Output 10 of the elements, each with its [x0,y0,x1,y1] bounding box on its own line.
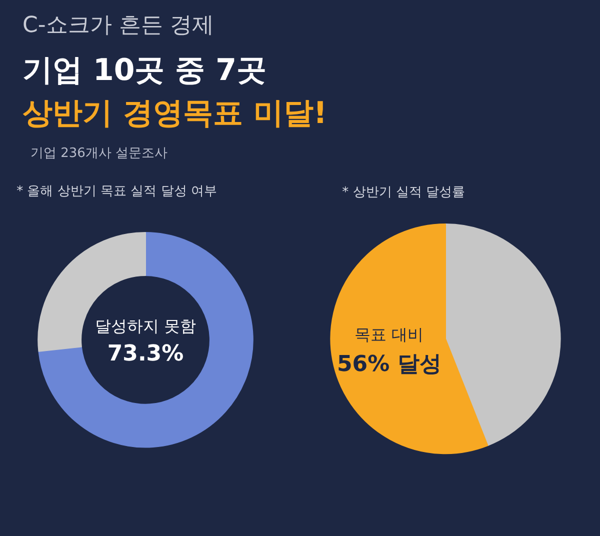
chart-title: * 상반기 실적 달성률 [342,185,466,200]
text: 기업 236개사 설문조사 [30,146,168,161]
data-label: 56% 달성 [336,352,442,377]
text: C-쇼크가 흔든 경제 [22,13,214,38]
slice-label: 목표 대비 [354,325,424,344]
chart-title: * 올해 상반기 목표 실적 달성 여부 [16,184,217,200]
data-label: 73.3% [107,341,184,366]
slice-label: 달성하지 못함 [94,316,196,336]
text: 상반기 경영목표 미달! [22,96,328,131]
text: 기업 10곳 중 7곳 [22,53,266,88]
